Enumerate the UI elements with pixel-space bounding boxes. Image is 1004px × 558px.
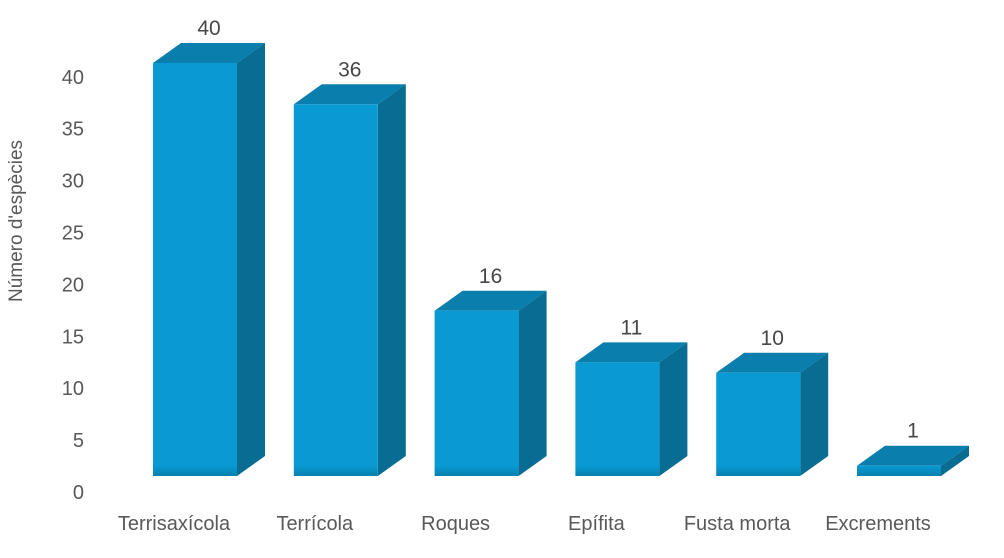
bar-front-face bbox=[153, 63, 237, 476]
y-tick-label-15: 15 bbox=[62, 326, 84, 348]
bar-terrisaxicola bbox=[153, 43, 265, 476]
bars-group bbox=[153, 43, 969, 477]
data-label-excrements: 1 bbox=[907, 420, 919, 443]
category-label-terricola: Terrícola bbox=[276, 513, 354, 535]
category-label-roques: Roques bbox=[421, 513, 490, 535]
y-tick-label-25: 25 bbox=[62, 223, 84, 245]
y-tick-label-5: 5 bbox=[73, 430, 84, 452]
y-tick-label-20: 20 bbox=[62, 274, 84, 296]
bar-side-face bbox=[659, 342, 688, 476]
bar-top-face bbox=[857, 445, 969, 466]
category-label-terrisaxicola: Terrisaxícola bbox=[118, 513, 231, 535]
bar-side-face bbox=[377, 84, 406, 477]
bar-front-face bbox=[575, 362, 660, 476]
bar-excrements bbox=[857, 445, 969, 476]
bar-side-face bbox=[518, 290, 547, 476]
y-axis-ticks: 0 5 10 15 20 25 30 35 40 bbox=[62, 67, 84, 504]
x-axis-labels: Terrisaxícola Terrícola Roques Epífita Fusta… bbox=[118, 513, 931, 535]
category-label-excrements: Excrements bbox=[825, 513, 931, 535]
y-tick-label-0: 0 bbox=[73, 482, 84, 504]
bar-terricola bbox=[293, 84, 406, 477]
bar-epifita bbox=[575, 342, 688, 476]
category-label-epifita: Epífita bbox=[568, 513, 626, 535]
data-labels-group: 40 36 16 11 10 1 bbox=[197, 17, 919, 443]
bar-top-face bbox=[716, 352, 829, 373]
category-label-fusta-morta: Fusta morta bbox=[684, 513, 792, 535]
y-tick-label-40: 40 bbox=[62, 67, 84, 89]
y-tick-label-30: 30 bbox=[62, 171, 84, 193]
bar-front-face bbox=[716, 372, 801, 476]
bar-side-face bbox=[800, 352, 829, 476]
bar-side-face bbox=[941, 445, 969, 476]
bar-front-face bbox=[293, 104, 378, 477]
bar-top-face bbox=[153, 43, 265, 63]
y-tick-label-35: 35 bbox=[62, 119, 84, 141]
data-label-roques: 16 bbox=[479, 265, 502, 288]
bar-front-face bbox=[434, 310, 519, 476]
data-label-epifita: 11 bbox=[620, 316, 642, 339]
bar-fusta-morta bbox=[716, 352, 829, 476]
bar-front-face bbox=[857, 465, 941, 476]
bar-side-face bbox=[237, 43, 265, 476]
y-axis-title: Número d'espècies bbox=[6, 140, 27, 302]
bar-top-face bbox=[434, 290, 547, 311]
bar-top-face bbox=[293, 84, 406, 105]
data-label-terricola: 36 bbox=[338, 58, 361, 81]
bar-roques bbox=[434, 290, 547, 476]
bar-top-face bbox=[575, 342, 688, 363]
y-tick-label-10: 10 bbox=[62, 378, 84, 400]
data-label-fusta-morta: 10 bbox=[761, 327, 784, 350]
data-label-terrisaxicola: 40 bbox=[197, 17, 220, 40]
